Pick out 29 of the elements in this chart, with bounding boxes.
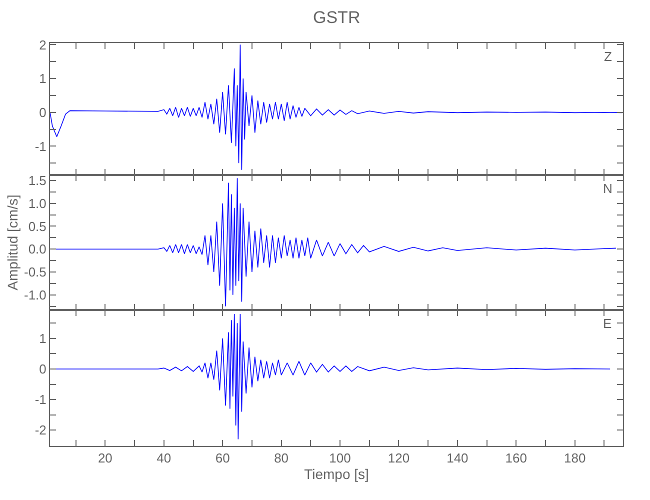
x-tick-label: 160 xyxy=(505,450,527,466)
y-tick-label: 0 xyxy=(39,362,46,377)
x-tick-label: 20 xyxy=(98,450,112,466)
x-tick-label: 80 xyxy=(274,450,289,466)
chart-title: GSTR xyxy=(313,8,360,27)
y-tick-label: -1 xyxy=(34,392,46,408)
x-tick-label: 40 xyxy=(156,450,172,466)
y-tick-label: 1.5 xyxy=(28,173,46,188)
y-tick-label: 2 xyxy=(39,37,46,52)
x-tick-label: 120 xyxy=(388,450,410,466)
x-tick-label: 60 xyxy=(215,450,230,466)
y-axis-title: Amplitud [cm/s] xyxy=(4,194,21,290)
x-tick-label: 180 xyxy=(564,450,586,466)
y-tick-label: 1 xyxy=(39,330,46,346)
annotation: E xyxy=(603,316,612,331)
y-tick-label: -0.5 xyxy=(24,264,46,280)
y-tick-label: 1 xyxy=(39,71,46,86)
y-tick-label: 0.5 xyxy=(28,218,46,234)
x-tick-label: 100 xyxy=(329,450,351,466)
y-tick-label: 1.0 xyxy=(28,196,46,211)
y-tick-label: -2 xyxy=(34,422,46,438)
y-tick-label: 0 xyxy=(39,104,46,120)
y-tick-label: -1 xyxy=(34,138,46,154)
annotation: Z xyxy=(604,49,612,64)
x-axis-title: Tiempo [s] xyxy=(304,466,369,482)
y-tick-label: -1.0 xyxy=(24,287,46,302)
x-tick-label: 140 xyxy=(446,450,468,466)
annotation: N xyxy=(603,181,612,196)
y-tick-label: 0.0 xyxy=(28,242,46,257)
